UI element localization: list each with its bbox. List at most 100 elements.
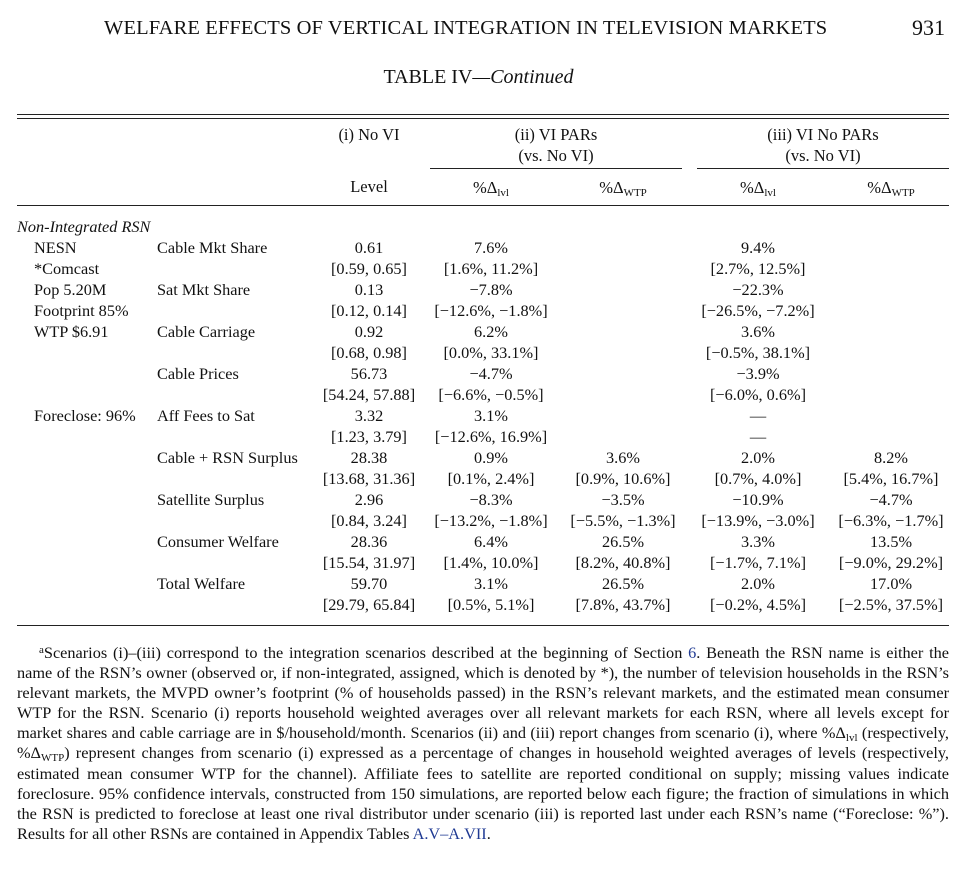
- subheader-level: Level: [350, 177, 388, 196]
- cell-iii-lvl: −10.9%: [732, 490, 784, 509]
- cell-ii-wtp-ci: [7.8%, 43.7%]: [575, 595, 671, 614]
- cell-ii-lvl: 0.9%: [474, 448, 508, 467]
- cell-level: 3.32: [354, 406, 384, 425]
- section-label: Non-Integrated RSN: [17, 217, 151, 236]
- footnote-part-4: ) represent changes from scenario (i) ex…: [17, 743, 949, 843]
- cell-ii-lvl-ci: [−13.2%, −1.8%]: [434, 511, 548, 530]
- cell-ii-lvl-ci: [0.0%, 33.1%]: [443, 343, 539, 362]
- cell-level-ci: [0.12, 0.14]: [331, 301, 407, 320]
- cell-ii-wtp: 3.6%: [606, 448, 640, 467]
- subheader-ii-wtp: %ΔWTP: [562, 177, 684, 199]
- cell-level-ci: [0.84, 3.24]: [331, 511, 407, 530]
- cell-ii-wtp: 26.5%: [601, 532, 645, 551]
- table-title-text: TABLE IV: [383, 66, 473, 88]
- col-header-vi-no-pars-1: (iii) VI No PARs: [767, 125, 879, 144]
- cell-ii-lvl-ci: [0.5%, 5.1%]: [447, 595, 535, 614]
- cell-iii-lvl-ci: [−0.5%, 38.1%]: [705, 343, 811, 362]
- cell-iii-lvl: —: [749, 406, 767, 425]
- section-link[interactable]: 6: [688, 643, 697, 662]
- subheader-ii-lvl: %Δlvl: [430, 177, 552, 199]
- cell-iii-lvl-ci: [−6.0%, 0.6%]: [710, 385, 806, 404]
- bottom-rule: [17, 625, 949, 626]
- cell-level: 2.96: [354, 490, 384, 509]
- rsn-info-line: Footprint 85%: [34, 301, 129, 320]
- header-rule: [17, 205, 949, 206]
- cell-level-ci: [54.24, 57.88]: [322, 385, 416, 404]
- cell-iii-wtp-ci: [5.4%, 16.7%]: [843, 469, 939, 488]
- cell-iii-wtp: −4.7%: [869, 490, 913, 509]
- appendix-link[interactable]: A.V–A.VII: [412, 823, 487, 843]
- cell-ii-lvl: 6.2%: [474, 322, 508, 341]
- subheader-ii-lvl-sub: lvl: [497, 187, 509, 199]
- cell-iii-wtp: 13.5%: [869, 532, 913, 551]
- subheader-ii-wtp-prefix: %Δ: [599, 178, 624, 197]
- page-number: 931: [912, 15, 945, 40]
- rsn-info-line: *Comcast: [34, 259, 100, 278]
- cell-level-ci: [15.54, 31.97]: [322, 553, 416, 572]
- running-head: WELFARE EFFECTS OF VERTICAL INTEGRATION …: [0, 14, 957, 44]
- subheader-iii-lvl-prefix: %Δ: [740, 178, 765, 197]
- row-label: Cable Mkt Share: [157, 238, 268, 257]
- col-header-vi-pars-2: (vs. No VI): [518, 146, 594, 165]
- cell-iii-lvl: 3.6%: [741, 322, 775, 341]
- top-rule-2: [17, 118, 949, 119]
- subheader-iii-wtp-prefix: %Δ: [867, 178, 892, 197]
- footnote-part-1: Scenarios (i)–(iii) correspond to the in…: [43, 643, 689, 662]
- cell-level: 28.36: [350, 532, 388, 551]
- row-label: Sat Mkt Share: [157, 280, 251, 299]
- cell-level: 0.92: [354, 322, 384, 341]
- footnote-part-5: .: [486, 823, 491, 843]
- cell-iii-lvl: 9.4%: [741, 238, 775, 257]
- row-label: Cable + RSN Surplus: [157, 448, 298, 467]
- row-label: Aff Fees to Sat: [157, 406, 255, 425]
- subheader-iii-lvl-sub: lvl: [764, 187, 776, 199]
- cell-level: 0.61: [354, 238, 384, 257]
- cell-iii-lvl: 2.0%: [741, 574, 775, 593]
- subheader-iii-lvl: %Δlvl: [697, 177, 819, 199]
- cell-ii-lvl-ci: [1.4%, 10.0%]: [443, 553, 539, 572]
- cell-iii-lvl-ci: —: [749, 427, 767, 446]
- cell-iii-lvl: 2.0%: [741, 448, 775, 467]
- group-rule-iii: [697, 168, 949, 169]
- subheader-iii-wtp-sub: WTP: [891, 187, 915, 199]
- cell-iii-lvl: −22.3%: [732, 280, 784, 299]
- row-label: Cable Prices: [157, 364, 239, 383]
- cell-ii-lvl: 7.6%: [474, 238, 508, 257]
- footnote-sub-wtp: WTP: [41, 752, 65, 765]
- cell-ii-lvl-ci: [1.6%, 11.2%]: [443, 259, 539, 278]
- running-title: WELFARE EFFECTS OF VERTICAL INTEGRATION …: [104, 17, 828, 39]
- row-label: Cable Carriage: [157, 322, 256, 341]
- cell-iii-lvl-ci: [−26.5%, −7.2%]: [701, 301, 815, 320]
- cell-iii-wtp: 8.2%: [874, 448, 908, 467]
- subheader-ii-wtp-sub: WTP: [623, 187, 647, 199]
- cell-iii-lvl-ci: [−1.7%, 7.1%]: [710, 553, 806, 572]
- cell-ii-lvl: 3.1%: [474, 574, 508, 593]
- cell-ii-lvl-ci: [−12.6%, −1.8%]: [434, 301, 548, 320]
- cell-ii-lvl: −4.7%: [469, 364, 513, 383]
- cell-ii-lvl-ci: [−6.6%, −0.5%]: [438, 385, 544, 404]
- top-rule-1: [17, 114, 949, 115]
- footnote-sub-lvl: lvl: [845, 732, 858, 745]
- cell-level: 59.70: [350, 574, 388, 593]
- cell-level: 0.13: [354, 280, 384, 299]
- col-header-no-vi: (i) No VI: [338, 125, 400, 144]
- table-title: TABLE IV—Continued: [0, 66, 957, 89]
- cell-ii-lvl-ci: [0.1%, 2.4%]: [447, 469, 535, 488]
- footnote-part-2: . Beneath the RSN name is either the nam…: [17, 643, 949, 743]
- footnote-marker: a: [39, 644, 44, 656]
- table-title-suffix: —Continued: [472, 66, 574, 88]
- cell-iii-wtp-ci: [−6.3%, −1.7%]: [838, 511, 944, 530]
- cell-ii-lvl: 3.1%: [474, 406, 508, 425]
- cell-level: 56.73: [350, 364, 388, 383]
- cell-level-ci: [0.59, 0.65]: [331, 259, 407, 278]
- cell-level-ci: [1.23, 3.79]: [331, 427, 407, 446]
- cell-ii-lvl-ci: [−12.6%, 16.9%]: [434, 427, 548, 446]
- cell-iii-wtp-ci: [−9.0%, 29.2%]: [838, 553, 944, 572]
- row-label: Satellite Surplus: [157, 490, 265, 509]
- cell-ii-wtp: −3.5%: [601, 490, 645, 509]
- cell-ii-lvl: 6.4%: [474, 532, 508, 551]
- cell-ii-lvl: −7.8%: [469, 280, 513, 299]
- cell-iii-lvl: 3.3%: [741, 532, 775, 551]
- cell-level-ci: [13.68, 31.36]: [322, 469, 416, 488]
- group-rule-ii: [430, 168, 682, 169]
